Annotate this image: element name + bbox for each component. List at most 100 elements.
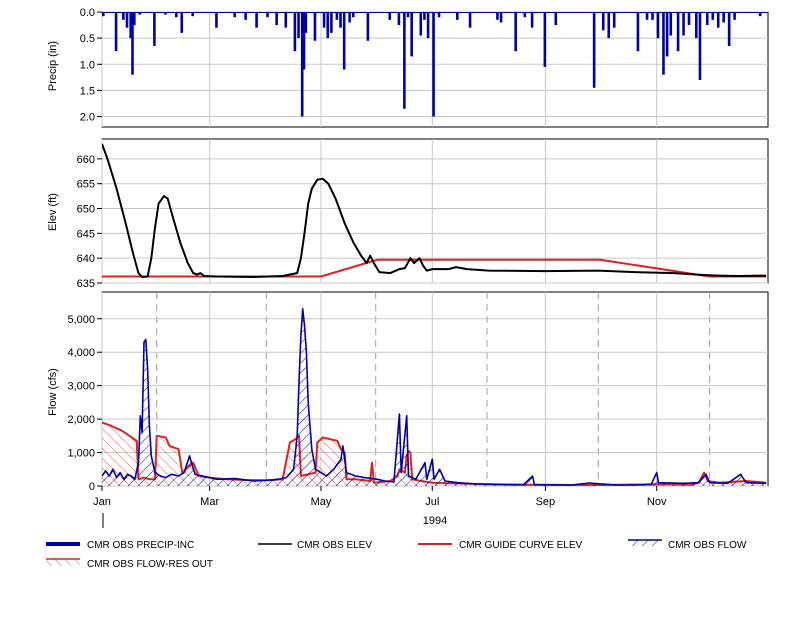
elev-lines (102, 143, 767, 278)
legend-label-precip: CMR OBS PRECIP-INC (87, 540, 194, 551)
precip-bars (102, 12, 768, 117)
legend: CMR OBS PRECIP-INC CMR OBS ELEV CMR GUID… (46, 539, 747, 570)
y-tick-label: 650 (77, 204, 95, 216)
y-tick-label: 0.0 (80, 7, 95, 19)
precip-bar (191, 12, 195, 17)
precip-bar (326, 12, 330, 39)
y-tick-label: 655 (77, 179, 95, 191)
precip-bar (496, 12, 499, 20)
precip-bar (138, 12, 142, 15)
precip-bar (266, 12, 269, 18)
y-tick-label: 1.5 (80, 85, 95, 97)
precip-bar (437, 12, 441, 18)
precip-bar (468, 12, 472, 28)
flow-areas (102, 307, 767, 486)
precip-bar (662, 12, 665, 75)
legend-item-obs-flow: CMR OBS FLOW (628, 539, 747, 551)
precip-bar (711, 12, 715, 20)
precip-bar (410, 12, 413, 57)
precip-bar (153, 12, 156, 46)
precip-bar (339, 12, 342, 28)
x-ticks: Jan Mar May Jul Sep Nov (93, 486, 667, 508)
legend-item-guide-curve: CMR GUIDE CURVE ELEV (418, 540, 583, 551)
precip-bar (665, 12, 669, 57)
y-tick-label: 0.5 (80, 33, 95, 45)
precip-bar (499, 12, 503, 23)
precip-bar (164, 12, 167, 15)
flow-ylabel: Flow (cfs) (47, 368, 59, 416)
precip-bar (695, 12, 698, 39)
precip-bar (366, 12, 370, 41)
legend-item-precip: CMR OBS PRECIP-INC (46, 540, 194, 551)
year-label: 1994 (423, 515, 447, 527)
precip-bar (601, 12, 605, 31)
x-tick-label: Nov (647, 496, 667, 508)
precip-bar (523, 12, 527, 18)
precip-bar (426, 12, 430, 39)
legend-label-obs-elev: CMR OBS ELEV (297, 540, 372, 551)
precip-bar (397, 12, 401, 26)
precip-bar (180, 12, 184, 33)
precip-bar (133, 12, 136, 26)
y-tick-label: 645 (77, 228, 95, 240)
precip-bar (419, 12, 423, 36)
precip-bar (607, 12, 611, 39)
precip-bar (554, 12, 558, 26)
obs-elev-line (102, 143, 767, 278)
precip-bar (669, 12, 673, 36)
precip-bar (403, 12, 406, 109)
y-tick-label: 3,000 (67, 381, 95, 393)
x-tick-label: Jan (93, 496, 111, 508)
precip-bar (233, 12, 236, 18)
precip-bar (304, 12, 308, 33)
precip-bar (530, 12, 534, 28)
y-tick-label: 0 (89, 481, 95, 493)
y-tick-label: 640 (77, 253, 95, 265)
precip-bar (102, 12, 105, 17)
precip-bar (676, 12, 680, 52)
precip-bar (636, 12, 640, 52)
precip-bar (284, 12, 288, 28)
precip-bar (432, 12, 435, 117)
precip-bar (300, 12, 304, 117)
precip-bar (682, 12, 685, 36)
precip-bar (297, 12, 300, 39)
precip-bar (388, 12, 392, 20)
precip-bar (313, 12, 317, 41)
precip-bar (651, 12, 654, 20)
precip-bar (514, 12, 517, 52)
precip-bar (758, 12, 762, 17)
legend-label-res-out: CMR OBS FLOW-RES OUT (87, 559, 213, 570)
x-tick-label: Mar (200, 496, 219, 508)
y-tick-label: 1,000 (67, 448, 95, 460)
precip-bar (215, 12, 218, 28)
precip-bar (592, 12, 596, 88)
precip-bar (705, 12, 709, 26)
flow-panel (101, 291, 769, 487)
precip-bar (125, 12, 129, 28)
y-tick-label: 635 (77, 278, 95, 290)
legend-label-guide-curve: CMR GUIDE CURVE ELEV (459, 540, 583, 551)
precip-bar (687, 12, 691, 26)
precip-bar (722, 12, 725, 23)
y-tick-label: 660 (77, 154, 95, 166)
precip-bar (255, 12, 258, 28)
y-tick-label: 1.0 (80, 59, 95, 71)
precip-bar (656, 12, 660, 39)
precip-ylabel: Precip (in) (47, 41, 59, 91)
precip-bar (645, 12, 649, 20)
x-tick-label: Jul (425, 496, 439, 508)
legend-item-res-out: CMR OBS FLOW-RES OUT (46, 558, 213, 570)
precip-bar (716, 12, 720, 28)
precip-bar (612, 12, 616, 28)
precip-bar (244, 12, 247, 20)
precip-bar (348, 12, 351, 23)
y-ticks: 0.0 0.5 1.0 1.5 2.0 635 640 645 650 655 660 0 1,000 2… (67, 7, 102, 493)
y-tick-label: 2.0 (80, 112, 95, 124)
y-tick-label: 4,000 (67, 347, 95, 359)
legend-label-obs-flow: CMR OBS FLOW (668, 540, 747, 551)
precip-bar (342, 12, 346, 70)
precip-bar (351, 12, 355, 18)
precip-bar (302, 12, 306, 70)
precip-bar (455, 12, 459, 20)
